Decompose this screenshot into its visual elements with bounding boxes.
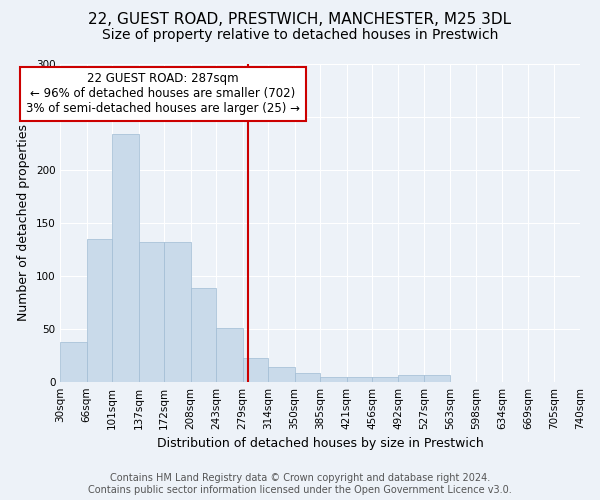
Text: Contains HM Land Registry data © Crown copyright and database right 2024.
Contai: Contains HM Land Registry data © Crown c…: [88, 474, 512, 495]
Y-axis label: Number of detached properties: Number of detached properties: [17, 124, 30, 322]
Bar: [268, 367, 295, 382]
Bar: [398, 376, 424, 382]
Bar: [295, 373, 320, 382]
Bar: [242, 358, 268, 382]
X-axis label: Distribution of detached houses by size in Prestwich: Distribution of detached houses by size …: [157, 437, 484, 450]
Text: 22 GUEST ROAD: 287sqm
← 96% of detached houses are smaller (702)
3% of semi-deta: 22 GUEST ROAD: 287sqm ← 96% of detached …: [26, 72, 300, 116]
Bar: [424, 376, 451, 382]
Bar: [139, 242, 164, 382]
Text: 22, GUEST ROAD, PRESTWICH, MANCHESTER, M25 3DL: 22, GUEST ROAD, PRESTWICH, MANCHESTER, M…: [88, 12, 512, 28]
Bar: [216, 328, 242, 382]
Bar: [112, 134, 139, 382]
Bar: [61, 342, 86, 382]
Bar: [372, 378, 398, 382]
Bar: [347, 378, 372, 382]
Bar: [191, 288, 216, 382]
Text: Size of property relative to detached houses in Prestwich: Size of property relative to detached ho…: [102, 28, 498, 42]
Bar: [580, 378, 600, 382]
Bar: [164, 242, 191, 382]
Bar: [320, 378, 347, 382]
Bar: [86, 238, 112, 382]
